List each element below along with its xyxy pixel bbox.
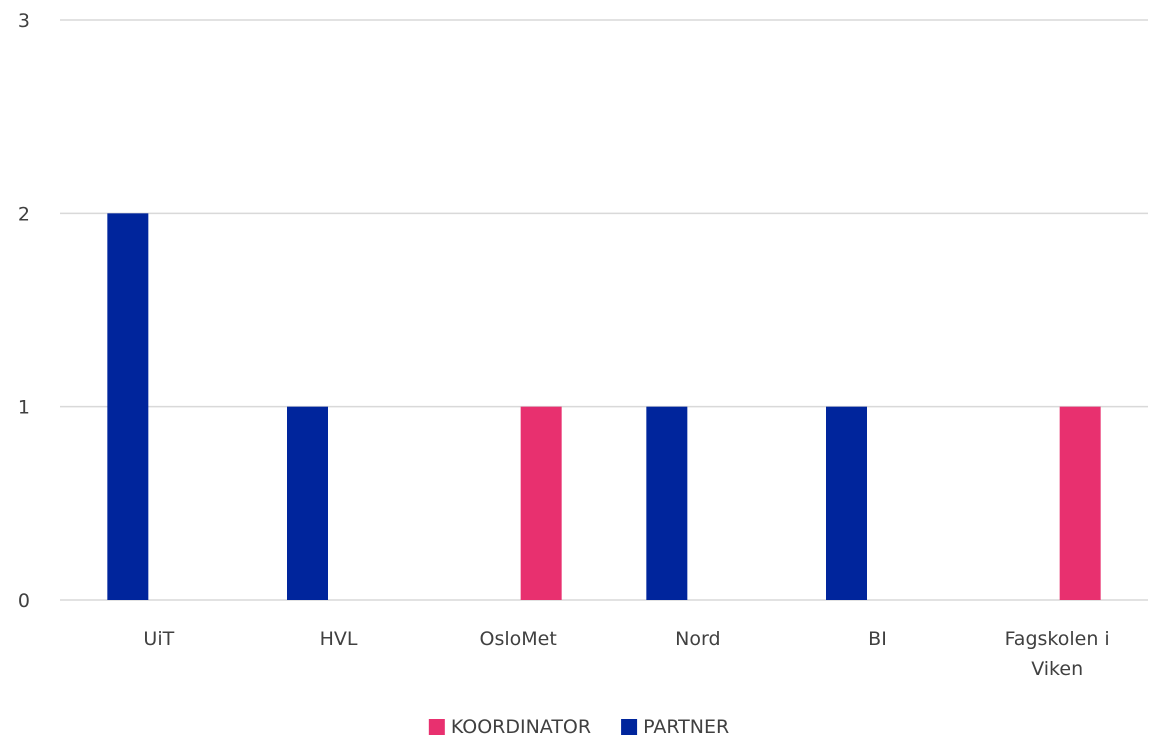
bar-koordinator-5 [1060,407,1101,600]
x-tick-label-0: UiT [143,628,174,650]
bar-partner-4 [826,407,867,600]
y-tick-label-0: 0 [18,590,30,612]
y-tick-label-1: 1 [18,397,30,419]
y-tick-label-3: 3 [18,10,30,32]
bar-partner-1 [287,407,328,600]
legend-swatch-partner [621,719,637,735]
legend-label-partner: PARTNER [643,716,729,738]
legend-label-koordinator: KOORDINATOR [451,716,591,738]
legend-swatch-koordinator [429,719,445,735]
x-axis-labels: UiT HVL OsloMet Nord BI Fagskolen i Viken [143,628,1109,680]
y-tick-label-2: 2 [18,203,30,225]
x-tick-label-5-line-0: Fagskolen i [1005,628,1110,650]
x-tick-label-1: HVL [320,628,358,650]
bar-partner-3 [646,407,687,600]
y-axis-ticks: 0 1 2 3 [18,10,30,612]
gridlines [60,20,1148,600]
x-tick-label-3: Nord [675,628,720,650]
x-tick-label-5-line-1: Viken [1031,658,1083,680]
bar-koordinator-2 [521,407,562,600]
bar-partner-0 [107,213,148,600]
x-tick-label-4: BI [868,628,887,650]
x-tick-label-2: OsloMet [480,628,557,650]
legend: KOORDINATOR PARTNER [429,716,729,738]
